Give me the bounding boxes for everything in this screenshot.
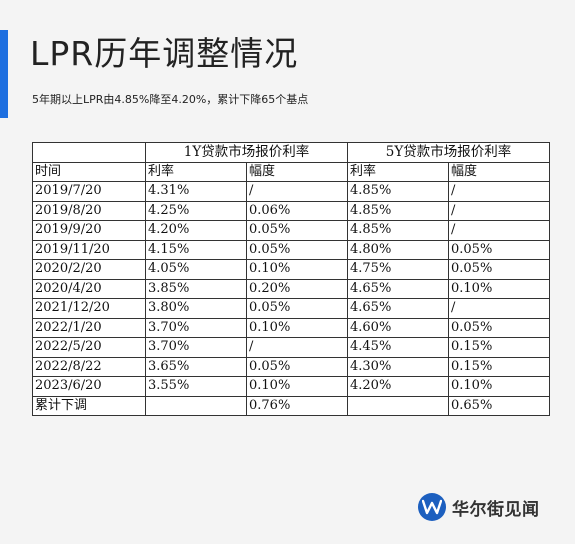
cell-1y-change: 0.20%: [246, 278, 348, 299]
cell-date: 2019/9/20: [32, 220, 146, 241]
column-header-1y-change: 幅度: [246, 161, 348, 182]
column-header-1y-rate: 利率: [145, 161, 247, 182]
column-header-row: 时间 利率 幅度 利率 幅度: [32, 161, 550, 182]
cell-1y-change: 0.10%: [246, 259, 348, 280]
table-row: 2019/11/20 4.15% 0.05% 4.80% 0.05%: [32, 239, 550, 260]
cell-5y-change: 0.05%: [448, 239, 550, 260]
cell-1y-rate: 3.65%: [145, 356, 247, 377]
cell-1y-rate: 4.25%: [145, 200, 247, 221]
total-row: 累计下调 0.76% 0.65%: [32, 395, 550, 416]
cell-5y-rate: 4.85%: [347, 181, 449, 202]
cell-1y-rate: 3.70%: [145, 317, 247, 338]
table-row: 2019/7/20 4.31%/4.85% /: [32, 181, 550, 202]
column-header-5y-rate: 利率: [347, 161, 449, 182]
cell-1y-change: 0.10%: [246, 317, 348, 338]
cell-1y-change: 0.05%: [246, 220, 348, 241]
page-title: LPR历年调整情况: [30, 34, 299, 73]
cell-5y-change: /: [448, 200, 550, 221]
cell-5y-change: /: [448, 220, 550, 241]
cell-1y-change: 0.05%: [246, 298, 348, 319]
cell-5y-change: 0.10%: [448, 376, 550, 397]
cell-5y-rate: 4.20%: [347, 376, 449, 397]
total-cell-1y-change: 0.76%: [246, 395, 348, 416]
table-row: 2019/8/20 4.25% 0.06% 4.85% /: [32, 200, 550, 221]
cell-date: 2019/11/20: [32, 239, 146, 260]
cell-5y-rate: 4.45%: [347, 337, 449, 358]
cell-1y-rate: 4.20%: [145, 220, 247, 241]
cell-5y-rate: 4.65%: [347, 278, 449, 299]
group-header-row: 1Y贷款市场报价利率 5Y贷款市场报价利率: [32, 142, 550, 163]
cell-5y-rate: 4.85%: [347, 220, 449, 241]
cell-5y-change: 0.15%: [448, 337, 550, 358]
cell-5y-change: /: [448, 181, 550, 202]
cell-1y-change: /: [246, 337, 348, 358]
cell-1y-rate: 4.31%: [145, 181, 247, 202]
group-header-1y: 1Y贷款市场报价利率: [145, 142, 348, 163]
cell-1y-rate: 3.85%: [145, 278, 247, 299]
group-header-5y: 5Y贷款市场报价利率: [347, 142, 550, 163]
cell-date: 2022/8/22: [32, 356, 146, 377]
wallstreetcn-logo-icon: [418, 493, 446, 521]
cell-5y-rate: 4.85%: [347, 200, 449, 221]
brand-logo: 华尔街见闻: [418, 492, 540, 522]
table-row: 2020/2/20 4.05% 0.10% 4.75% 0.05%: [32, 259, 550, 280]
cell-date: 2022/1/20: [32, 317, 146, 338]
cell-5y-change: 0.15%: [448, 356, 550, 377]
cell-1y-rate: 4.15%: [145, 239, 247, 260]
cell-5y-change: /: [448, 298, 550, 319]
cell-1y-rate: 4.05%: [145, 259, 247, 280]
cell-1y-change: /: [246, 181, 348, 202]
cell-5y-rate: 4.80%: [347, 239, 449, 260]
cell-5y-rate: 4.65%: [347, 298, 449, 319]
column-header-5y-change: 幅度: [448, 161, 550, 182]
cell-1y-change: 0.06%: [246, 200, 348, 221]
cell-5y-rate: 4.60%: [347, 317, 449, 338]
brand-name: 华尔街见闻: [452, 499, 540, 520]
lpr-table: 1Y贷款市场报价利率 5Y贷款市场报价利率 时间 利率 幅度 利率 幅度 201…: [32, 142, 550, 416]
table-row: 2023/6/20 3.55% 0.10% 4.20% 0.10%: [32, 376, 550, 397]
cell-1y-rate: 3.80%: [145, 298, 247, 319]
cell-1y-change: 0.10%: [246, 376, 348, 397]
cell-1y-change: 0.05%: [246, 356, 348, 377]
cell-1y-rate: 3.55%: [145, 376, 247, 397]
cell-date: 2020/2/20: [32, 259, 146, 280]
cell-5y-change: 0.05%: [448, 317, 550, 338]
total-cell-1y-rate: [145, 395, 247, 416]
cell-date: 2022/5/20: [32, 337, 146, 358]
cell-date: 2021/12/20: [32, 298, 146, 319]
table-row: 2022/8/22 3.65% 0.05% 4.30% 0.15%: [32, 356, 550, 377]
cell-5y-change: 0.05%: [448, 259, 550, 280]
corner-cell: [32, 142, 146, 163]
title-accent-bar: [0, 30, 8, 118]
table-row: 2021/12/20 3.80% 0.05% 4.65% /: [32, 298, 550, 319]
total-cell-date: 累计下调: [32, 395, 146, 416]
column-header-date: 时间: [32, 161, 146, 182]
cell-1y-rate: 3.70%: [145, 337, 247, 358]
cell-5y-change: 0.10%: [448, 278, 550, 299]
table-row: 2022/1/20 3.70% 0.10% 4.60% 0.05%: [32, 317, 550, 338]
total-cell-5y-rate: [347, 395, 449, 416]
cell-1y-change: 0.05%: [246, 239, 348, 260]
cell-5y-rate: 4.75%: [347, 259, 449, 280]
cell-5y-rate: 4.30%: [347, 356, 449, 377]
page-subtitle: 5年期以上LPR由4.85%降至4.20%，累计下降65个基点: [32, 93, 309, 106]
cell-date: 2020/4/20: [32, 278, 146, 299]
table-row: 2020/4/20 3.85% 0.20% 4.65% 0.10%: [32, 278, 550, 299]
cell-date: 2023/6/20: [32, 376, 146, 397]
total-cell-5y-change: 0.65%: [448, 395, 550, 416]
table-row: 2022/5/20 3.70%/4.45% 0.15%: [32, 337, 550, 358]
cell-date: 2019/7/20: [32, 181, 146, 202]
cell-date: 2019/8/20: [32, 200, 146, 221]
table-row: 2019/9/20 4.20% 0.05% 4.85% /: [32, 220, 550, 241]
